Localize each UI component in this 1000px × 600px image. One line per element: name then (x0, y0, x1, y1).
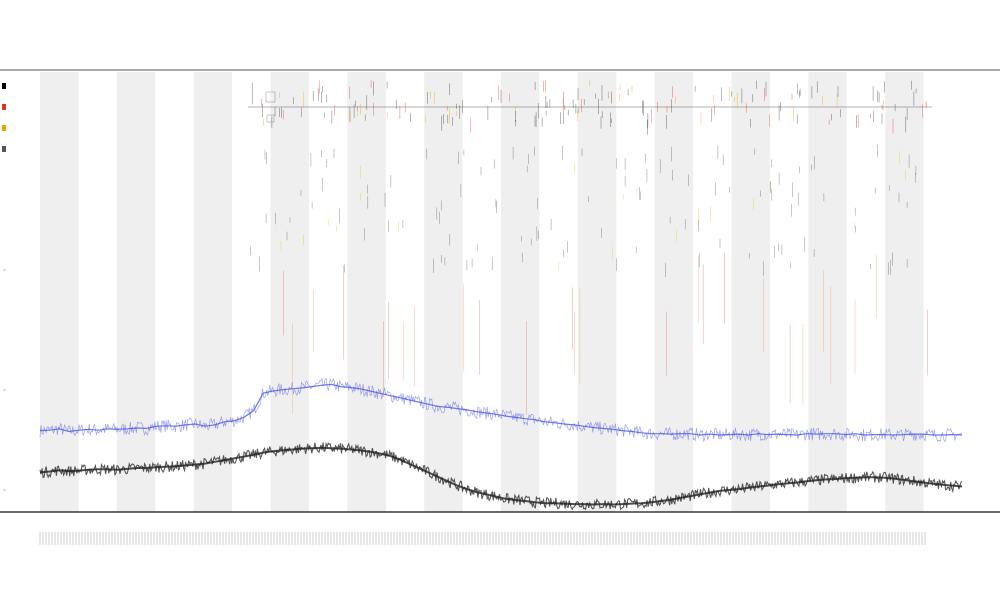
legend-item-1 (2, 80, 16, 92)
background-band (501, 72, 540, 512)
legend-item-4 (2, 143, 16, 155)
background-band (193, 72, 233, 512)
legend-swatch-3 (2, 125, 6, 131)
legend-item-3 (2, 122, 16, 134)
annotation-label-box (266, 114, 275, 123)
background-band (424, 72, 463, 512)
background-band (270, 72, 309, 512)
background-band (116, 72, 156, 512)
legend-swatch-4 (2, 146, 6, 152)
background-band (808, 72, 847, 512)
background-band (885, 72, 924, 512)
background-band (731, 72, 770, 512)
legend (2, 80, 16, 164)
annotation-label-box (265, 91, 276, 103)
legend-item-2 (2, 101, 16, 113)
background-band (347, 72, 386, 512)
background-band (40, 72, 79, 512)
background-band (577, 72, 617, 512)
legend-swatch-1 (2, 83, 6, 89)
background-band (654, 72, 694, 512)
series-line-2 (39, 441, 963, 511)
series-trend-1 (39, 383, 963, 436)
legend-swatch-2 (2, 104, 6, 110)
series-trend-2 (39, 446, 963, 506)
